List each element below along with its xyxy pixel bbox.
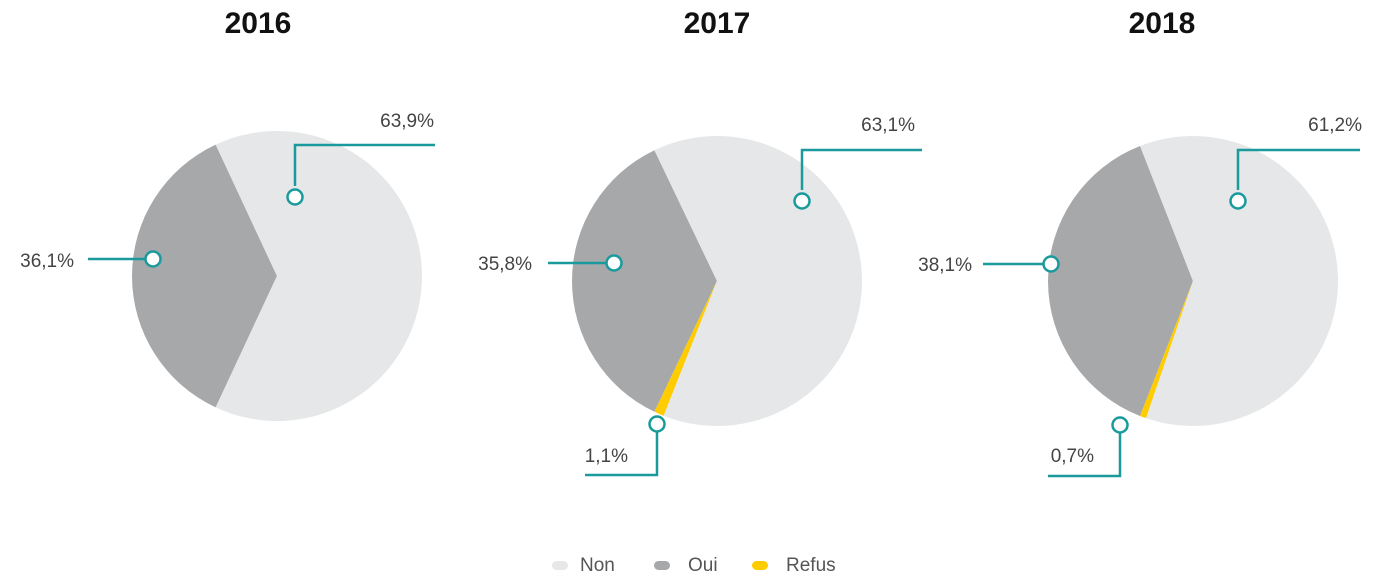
callout-line — [1236, 148, 1360, 190]
legend-swatch — [552, 561, 568, 570]
value-label: 63,1% — [861, 115, 915, 136]
pie-slice — [572, 150, 717, 412]
value-label: 0,7% — [1051, 446, 1094, 467]
value-label: 1,1% — [585, 446, 628, 467]
callout-dot — [1042, 255, 1060, 273]
callout-line — [800, 148, 922, 190]
callout-dot — [286, 188, 304, 206]
value-label: 63,9% — [380, 111, 434, 132]
pie-slice — [654, 136, 863, 427]
callout-line — [293, 143, 435, 186]
pie-slice — [654, 281, 717, 416]
chart-title: 2016 — [225, 7, 292, 40]
legend-swatch — [654, 561, 670, 570]
legend-label: Oui — [688, 555, 718, 576]
pie-slice — [1140, 281, 1193, 419]
pie-slice — [1140, 136, 1338, 426]
callout-dot — [144, 250, 162, 268]
callout-dot — [1111, 416, 1129, 434]
chart-title: 2017 — [684, 7, 751, 40]
value-label: 38,1% — [918, 255, 972, 276]
value-label: 35,8% — [478, 254, 532, 275]
callout-dot — [793, 192, 811, 210]
callout-line — [585, 432, 659, 477]
callout-line — [1048, 433, 1122, 478]
chart-title: 2018 — [1129, 7, 1196, 40]
value-label: 61,2% — [1308, 115, 1362, 136]
pie-slice — [1048, 146, 1193, 416]
legend-label: Refus — [786, 555, 836, 576]
callout-dot — [1229, 192, 1247, 210]
callout-dot — [648, 415, 666, 433]
value-label: 36,1% — [20, 251, 74, 272]
legend-label: Non — [580, 555, 615, 576]
legend-swatch — [752, 561, 768, 570]
pie-slice — [215, 131, 422, 421]
callout-dot — [605, 254, 623, 272]
pie-slice — [131, 144, 277, 408]
